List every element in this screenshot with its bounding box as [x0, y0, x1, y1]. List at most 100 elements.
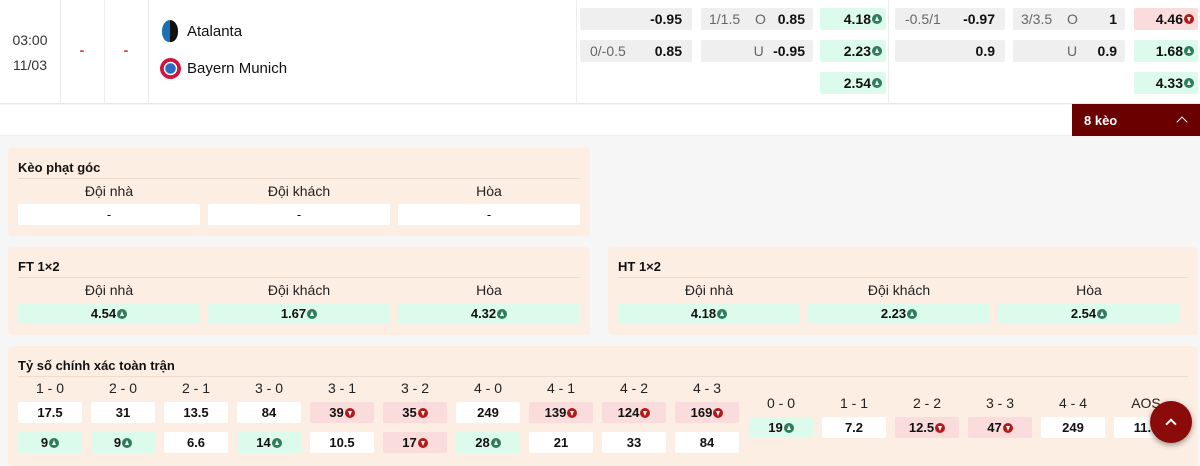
- score-odds-cell[interactable]: 10.5: [310, 432, 374, 453]
- score-odds-cell[interactable]: 249: [456, 402, 520, 423]
- ou-line: 1/1.5: [709, 11, 741, 27]
- score-label: 0 - 0: [766, 395, 795, 411]
- score-ht: -: [123, 42, 129, 58]
- arrow-up-icon: [783, 422, 794, 433]
- match-time: 03:00: [12, 32, 48, 48]
- column-label: Hòa: [476, 183, 502, 199]
- score-odds-cell[interactable]: 84: [675, 432, 739, 453]
- score-odds-cell[interactable]: 17.5: [18, 402, 82, 423]
- score-odds-cell[interactable]: 249: [1041, 417, 1105, 438]
- score-odds-cell[interactable]: 139: [529, 402, 593, 423]
- arrow-up-icon: [872, 46, 882, 56]
- column-label: Hòa: [476, 282, 502, 298]
- panel-title: FT 1×2: [18, 259, 60, 274]
- odds-value: 19: [768, 420, 783, 435]
- ou-value: 0.85: [777, 11, 805, 27]
- score-odds-cell[interactable]: 9: [18, 432, 82, 453]
- odds-value: 84: [261, 405, 277, 420]
- 1x2-odds-cell[interactable]: 4.33: [1134, 72, 1198, 94]
- score-odds-cell[interactable]: 33: [602, 432, 666, 453]
- arrow-up-icon: [872, 14, 882, 24]
- handicap-cell[interactable]: 0.9: [895, 40, 1005, 62]
- column-label: Đội nhà: [84, 183, 134, 199]
- odds-cell[interactable]: 4.54: [18, 303, 200, 324]
- over-under-cell[interactable]: U 0.9: [1013, 40, 1125, 62]
- score-odds-cell[interactable]: 47: [968, 417, 1032, 438]
- arrow-up-icon: [307, 308, 318, 319]
- atalanta-logo-icon: [162, 20, 178, 42]
- score-odds-cell[interactable]: 13.5: [164, 402, 228, 423]
- score-odds-cell[interactable]: 21: [529, 432, 593, 453]
- odds-cell[interactable]: -: [398, 204, 580, 225]
- score-odds-cell[interactable]: 28: [456, 432, 520, 453]
- over-under-cell[interactable]: 3/3.5 O 1: [1013, 8, 1125, 30]
- 1x2-odds-cell[interactable]: 1.68: [1134, 40, 1198, 62]
- handicap-value: 0.85: [654, 43, 682, 59]
- scroll-to-top-button[interactable]: [1150, 401, 1192, 443]
- score-odds-cell[interactable]: 84: [237, 402, 301, 423]
- score-odds-cell[interactable]: 39: [310, 402, 374, 423]
- odds-value: 10.5: [329, 435, 355, 450]
- corner-panel: Kèo phạt góc Đội nhà - Đội khách - Hòa -: [8, 148, 590, 236]
- 1x2-odds-cell[interactable]: 4.18: [820, 8, 886, 30]
- 1x2-odds-cell[interactable]: 2.23: [820, 40, 886, 62]
- score-odds-cell[interactable]: 35: [383, 402, 447, 423]
- arrow-up-icon: [717, 308, 728, 319]
- score-odds-cell[interactable]: 17: [383, 432, 447, 453]
- odds-value: 17: [402, 435, 417, 450]
- home-team[interactable]: Atalanta: [162, 20, 242, 42]
- odds-value: 139: [544, 405, 567, 420]
- score-label: 2 - 2: [912, 395, 941, 411]
- ft1x2-panel: FT 1×2 Đội nhà 4.54 Đội khách 1.67 Hòa 4.32: [8, 247, 590, 335]
- handicap-cell[interactable]: 0/-0.5 0.85: [580, 40, 692, 62]
- odds-cell[interactable]: 4.32: [398, 303, 580, 324]
- over-under-cell[interactable]: U -0.95: [701, 40, 813, 62]
- 1x2-odds-cell[interactable]: 2.54: [820, 72, 886, 94]
- handicap-cell[interactable]: -0.5/1 -0.97: [895, 8, 1005, 30]
- handicap-value: 0.9: [975, 43, 995, 59]
- odds-value: 1.67: [280, 306, 307, 321]
- odds-value: 28: [475, 435, 490, 450]
- score-label: 3 - 1: [327, 380, 356, 396]
- odds-cell[interactable]: 4.18: [618, 303, 800, 324]
- ou-value: 1: [1109, 11, 1117, 27]
- odds-value: 6.6: [186, 435, 206, 450]
- panel-title: Tỷ số chính xác toàn trận: [18, 358, 175, 373]
- odds-cell[interactable]: 2.54: [998, 303, 1180, 324]
- odds-value: 17.5: [37, 405, 63, 420]
- score-odds-cell[interactable]: 9: [91, 432, 155, 453]
- away-team[interactable]: Bayern Munich: [160, 58, 287, 79]
- divider: [18, 376, 1188, 377]
- arrow-down-icon: [1002, 422, 1013, 433]
- arrow-down-icon: [344, 407, 355, 418]
- score-odds-cell[interactable]: 169: [675, 402, 739, 423]
- handicap-cell[interactable]: -0.95: [580, 8, 692, 30]
- score-odds-cell[interactable]: 14: [237, 432, 301, 453]
- more-odds-button[interactable]: 8 kèo: [1072, 104, 1200, 136]
- odds-cell[interactable]: -: [18, 204, 200, 225]
- arrow-up-icon: [490, 437, 501, 448]
- odds-value: 4.18: [690, 306, 717, 321]
- odds-cell[interactable]: -: [208, 204, 390, 225]
- ou-side: O: [755, 11, 766, 27]
- column-label: Đội khách: [867, 282, 931, 298]
- odds-value: 9: [113, 435, 122, 450]
- score-odds-cell[interactable]: 7.2: [822, 417, 886, 438]
- correct-score-panel: Tỷ số chính xác toàn trận 1 - 0 17.5 9 2 - 0…: [8, 346, 1198, 466]
- odds-value: 2.54: [1070, 306, 1097, 321]
- over-under-cell[interactable]: 1/1.5 O 0.85: [701, 8, 813, 30]
- score-odds-cell[interactable]: 31: [91, 402, 155, 423]
- odds-cell[interactable]: 1.67: [208, 303, 390, 324]
- score-odds-cell[interactable]: 124: [602, 402, 666, 423]
- divider: [18, 277, 580, 278]
- score-odds-cell[interactable]: 19: [749, 417, 813, 438]
- 1x2-odds-cell[interactable]: 4.46: [1134, 8, 1198, 30]
- score-odds-cell[interactable]: 12.5: [895, 417, 959, 438]
- column-label: Đội khách: [267, 183, 331, 199]
- odds-value: 2.54: [843, 75, 871, 91]
- ou-value: 0.9: [1097, 43, 1117, 59]
- odds-value: 4.54: [90, 306, 117, 321]
- score-odds-cell[interactable]: 6.6: [164, 432, 228, 453]
- odds-cell[interactable]: 2.23: [808, 303, 990, 324]
- score-label: 4 - 4: [1058, 395, 1087, 411]
